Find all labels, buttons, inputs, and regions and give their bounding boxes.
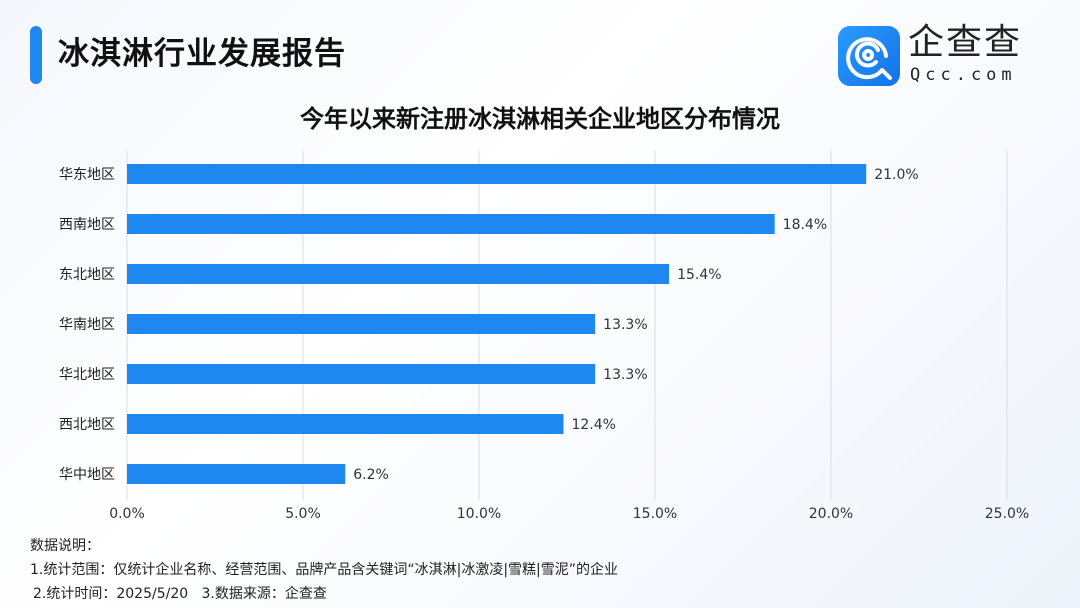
category-label: 西北地区 [59, 417, 115, 433]
category-label: 华南地区 [59, 317, 115, 333]
category-label: 东北地区 [59, 267, 115, 283]
x-tick-label: 10.0% [457, 506, 501, 522]
x-tick-label: 25.0% [985, 506, 1029, 522]
data-label: 13.3% [603, 317, 647, 333]
data-label: 15.4% [677, 267, 721, 283]
x-tick-label: 20.0% [809, 506, 853, 522]
category-label: 华东地区 [59, 167, 115, 183]
bar [127, 364, 596, 384]
x-tick-label: 5.0% [285, 506, 321, 522]
data-notes: 数据说明： 1.统计范围：仅统计企业名称、经营范围、品牌产品含关键词“冰淇淋|冰… [30, 534, 618, 606]
logo-text: 企查查 [908, 22, 1023, 63]
category-label: 西南地区 [59, 217, 115, 233]
bar [127, 314, 596, 334]
x-tick-label: 15.0% [633, 506, 677, 522]
notes-heading: 数据说明： [30, 538, 100, 554]
data-label: 12.4% [571, 417, 615, 433]
notes-line-2: 2.统计时间：2025/5/20 3.数据来源：企查查 [33, 586, 327, 602]
data-label: 13.3% [603, 367, 647, 383]
category-label: 华北地区 [59, 367, 115, 383]
logo-domain: Qcc.com [910, 65, 1017, 85]
bar [127, 214, 775, 234]
bar [127, 264, 670, 284]
chart-title: 今年以来新注册冰淇淋相关企业地区分布情况 [300, 105, 780, 133]
qcc-logo-icon [838, 26, 900, 86]
data-label: 18.4% [783, 217, 827, 233]
x-tick-label: 0.0% [109, 506, 145, 522]
data-label: 21.0% [874, 167, 918, 183]
bar [127, 464, 346, 484]
data-label: 6.2% [353, 467, 389, 483]
bar [127, 414, 564, 434]
page-title: 冰淇淋行业发展报告 [58, 36, 346, 72]
category-label: 华中地区 [59, 467, 115, 483]
bar [127, 164, 867, 184]
title-accent-bar [30, 26, 42, 84]
notes-line-1: 1.统计范围：仅统计企业名称、经营范围、品牌产品含关键词“冰淇淋|冰激凌|雪糕|… [30, 562, 619, 578]
